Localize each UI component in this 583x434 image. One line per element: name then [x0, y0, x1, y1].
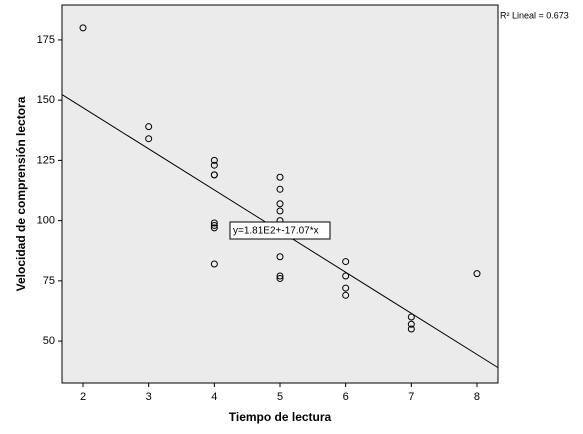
point	[473, 270, 481, 278]
y-tick-label: 50	[43, 335, 55, 347]
point	[276, 185, 284, 193]
r2-label: R² Lineal = 0.673	[500, 10, 569, 20]
plot-area	[61, 4, 499, 384]
x-tick-label: 3	[146, 391, 152, 403]
x-axis-title: Tiempo de lectura	[229, 410, 332, 424]
y-tick-label: 125	[37, 154, 55, 166]
y-tick-label: 150	[37, 94, 55, 106]
point	[276, 272, 284, 280]
point	[276, 173, 284, 181]
point	[276, 200, 284, 208]
point	[342, 291, 350, 299]
y-tick-label: 100	[37, 215, 55, 227]
x-tick-label: 7	[408, 391, 414, 403]
point	[145, 123, 153, 131]
point	[210, 171, 218, 179]
point	[342, 272, 350, 280]
point	[342, 284, 350, 292]
point	[276, 274, 284, 282]
point	[407, 320, 415, 328]
point	[210, 156, 218, 164]
y-axis-title: Velocidad de comprensión lectora	[14, 96, 28, 291]
point	[210, 221, 218, 229]
x-tick-label: 2	[80, 391, 86, 403]
y-tick-label: 175	[37, 34, 55, 46]
x-tick-label: 5	[277, 391, 283, 403]
point	[145, 135, 153, 143]
x-tick-label: 8	[474, 391, 480, 403]
point	[276, 207, 284, 215]
point	[210, 219, 218, 227]
point	[276, 253, 284, 261]
x-tick-label: 4	[211, 391, 217, 403]
fit-label-box	[229, 221, 331, 240]
point	[342, 258, 350, 266]
point	[79, 24, 87, 32]
point	[210, 260, 218, 268]
point	[407, 325, 415, 333]
point	[210, 161, 218, 169]
point	[407, 313, 415, 321]
y-tick-label: 75	[43, 275, 55, 287]
fit-label: y=1.81E2+-17.07*x	[233, 226, 319, 237]
x-tick-label: 6	[343, 391, 349, 403]
point	[210, 224, 218, 232]
